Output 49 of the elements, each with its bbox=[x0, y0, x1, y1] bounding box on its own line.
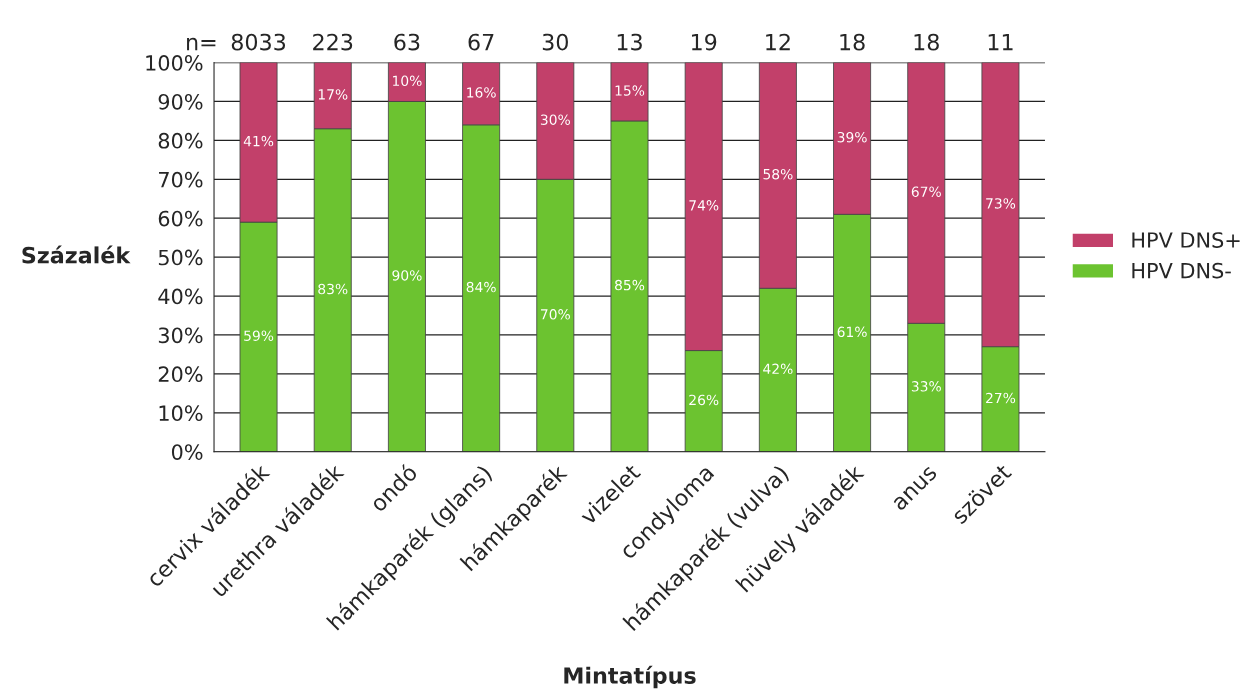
data-label: 39% bbox=[837, 131, 867, 143]
legend-label: HPV DNS- bbox=[1132, 262, 1231, 279]
y-tick-label: 40% bbox=[158, 288, 203, 305]
data-label: 26% bbox=[689, 394, 719, 406]
text: 11 bbox=[988, 33, 1013, 51]
legend-label: HPV DNS+ bbox=[1132, 232, 1240, 248]
y-tick-label: 0% bbox=[171, 444, 203, 460]
data-label: 61% bbox=[837, 326, 867, 338]
text: n= bbox=[187, 37, 216, 51]
y-axis-title: Százalék bbox=[22, 245, 131, 264]
data-label: 15% bbox=[615, 85, 645, 96]
data-label: 84% bbox=[466, 281, 496, 293]
data-label: 83% bbox=[318, 283, 348, 295]
text: 19 bbox=[691, 33, 717, 51]
data-label: 10% bbox=[393, 75, 422, 87]
y-tick-label: 20% bbox=[158, 366, 203, 383]
data-label: 70% bbox=[541, 309, 570, 320]
data-label: 30% bbox=[540, 114, 570, 125]
x-axis-title: Mintatípus bbox=[564, 665, 696, 689]
text: 8033 bbox=[231, 33, 286, 51]
data-label: 85% bbox=[615, 279, 645, 291]
y-tick-label: 60% bbox=[158, 210, 203, 227]
data-label: 74% bbox=[689, 200, 719, 211]
y-tick-label: 100% bbox=[146, 55, 203, 71]
data-label: 17% bbox=[318, 89, 348, 100]
text: 18 bbox=[840, 33, 865, 51]
text: 13 bbox=[617, 33, 642, 51]
data-label: 73% bbox=[986, 198, 1016, 209]
y-tick-label: 30% bbox=[158, 327, 203, 344]
text: 223 bbox=[313, 33, 353, 51]
data-label: 90% bbox=[392, 270, 422, 281]
y-tick-label: 10% bbox=[159, 405, 203, 422]
data-label: 33% bbox=[911, 381, 941, 392]
y-tick-label: 90% bbox=[158, 93, 203, 110]
y-tick-label: 80% bbox=[158, 132, 203, 149]
y-tick-label: 50% bbox=[158, 249, 203, 266]
text: 30 bbox=[542, 33, 568, 51]
text: 63 bbox=[394, 33, 420, 51]
data-label: 67% bbox=[911, 186, 941, 197]
text: 18 bbox=[914, 33, 939, 51]
data-label: 59% bbox=[244, 330, 274, 341]
data-label: 42% bbox=[763, 363, 793, 375]
data-label: 58% bbox=[763, 168, 793, 180]
data-label: 16% bbox=[467, 87, 496, 98]
text: 12 bbox=[766, 33, 790, 51]
data-label: 41% bbox=[243, 135, 274, 147]
text: 67 bbox=[468, 33, 494, 51]
data-label: 27% bbox=[986, 392, 1016, 404]
y-tick-label: 70% bbox=[159, 171, 203, 188]
